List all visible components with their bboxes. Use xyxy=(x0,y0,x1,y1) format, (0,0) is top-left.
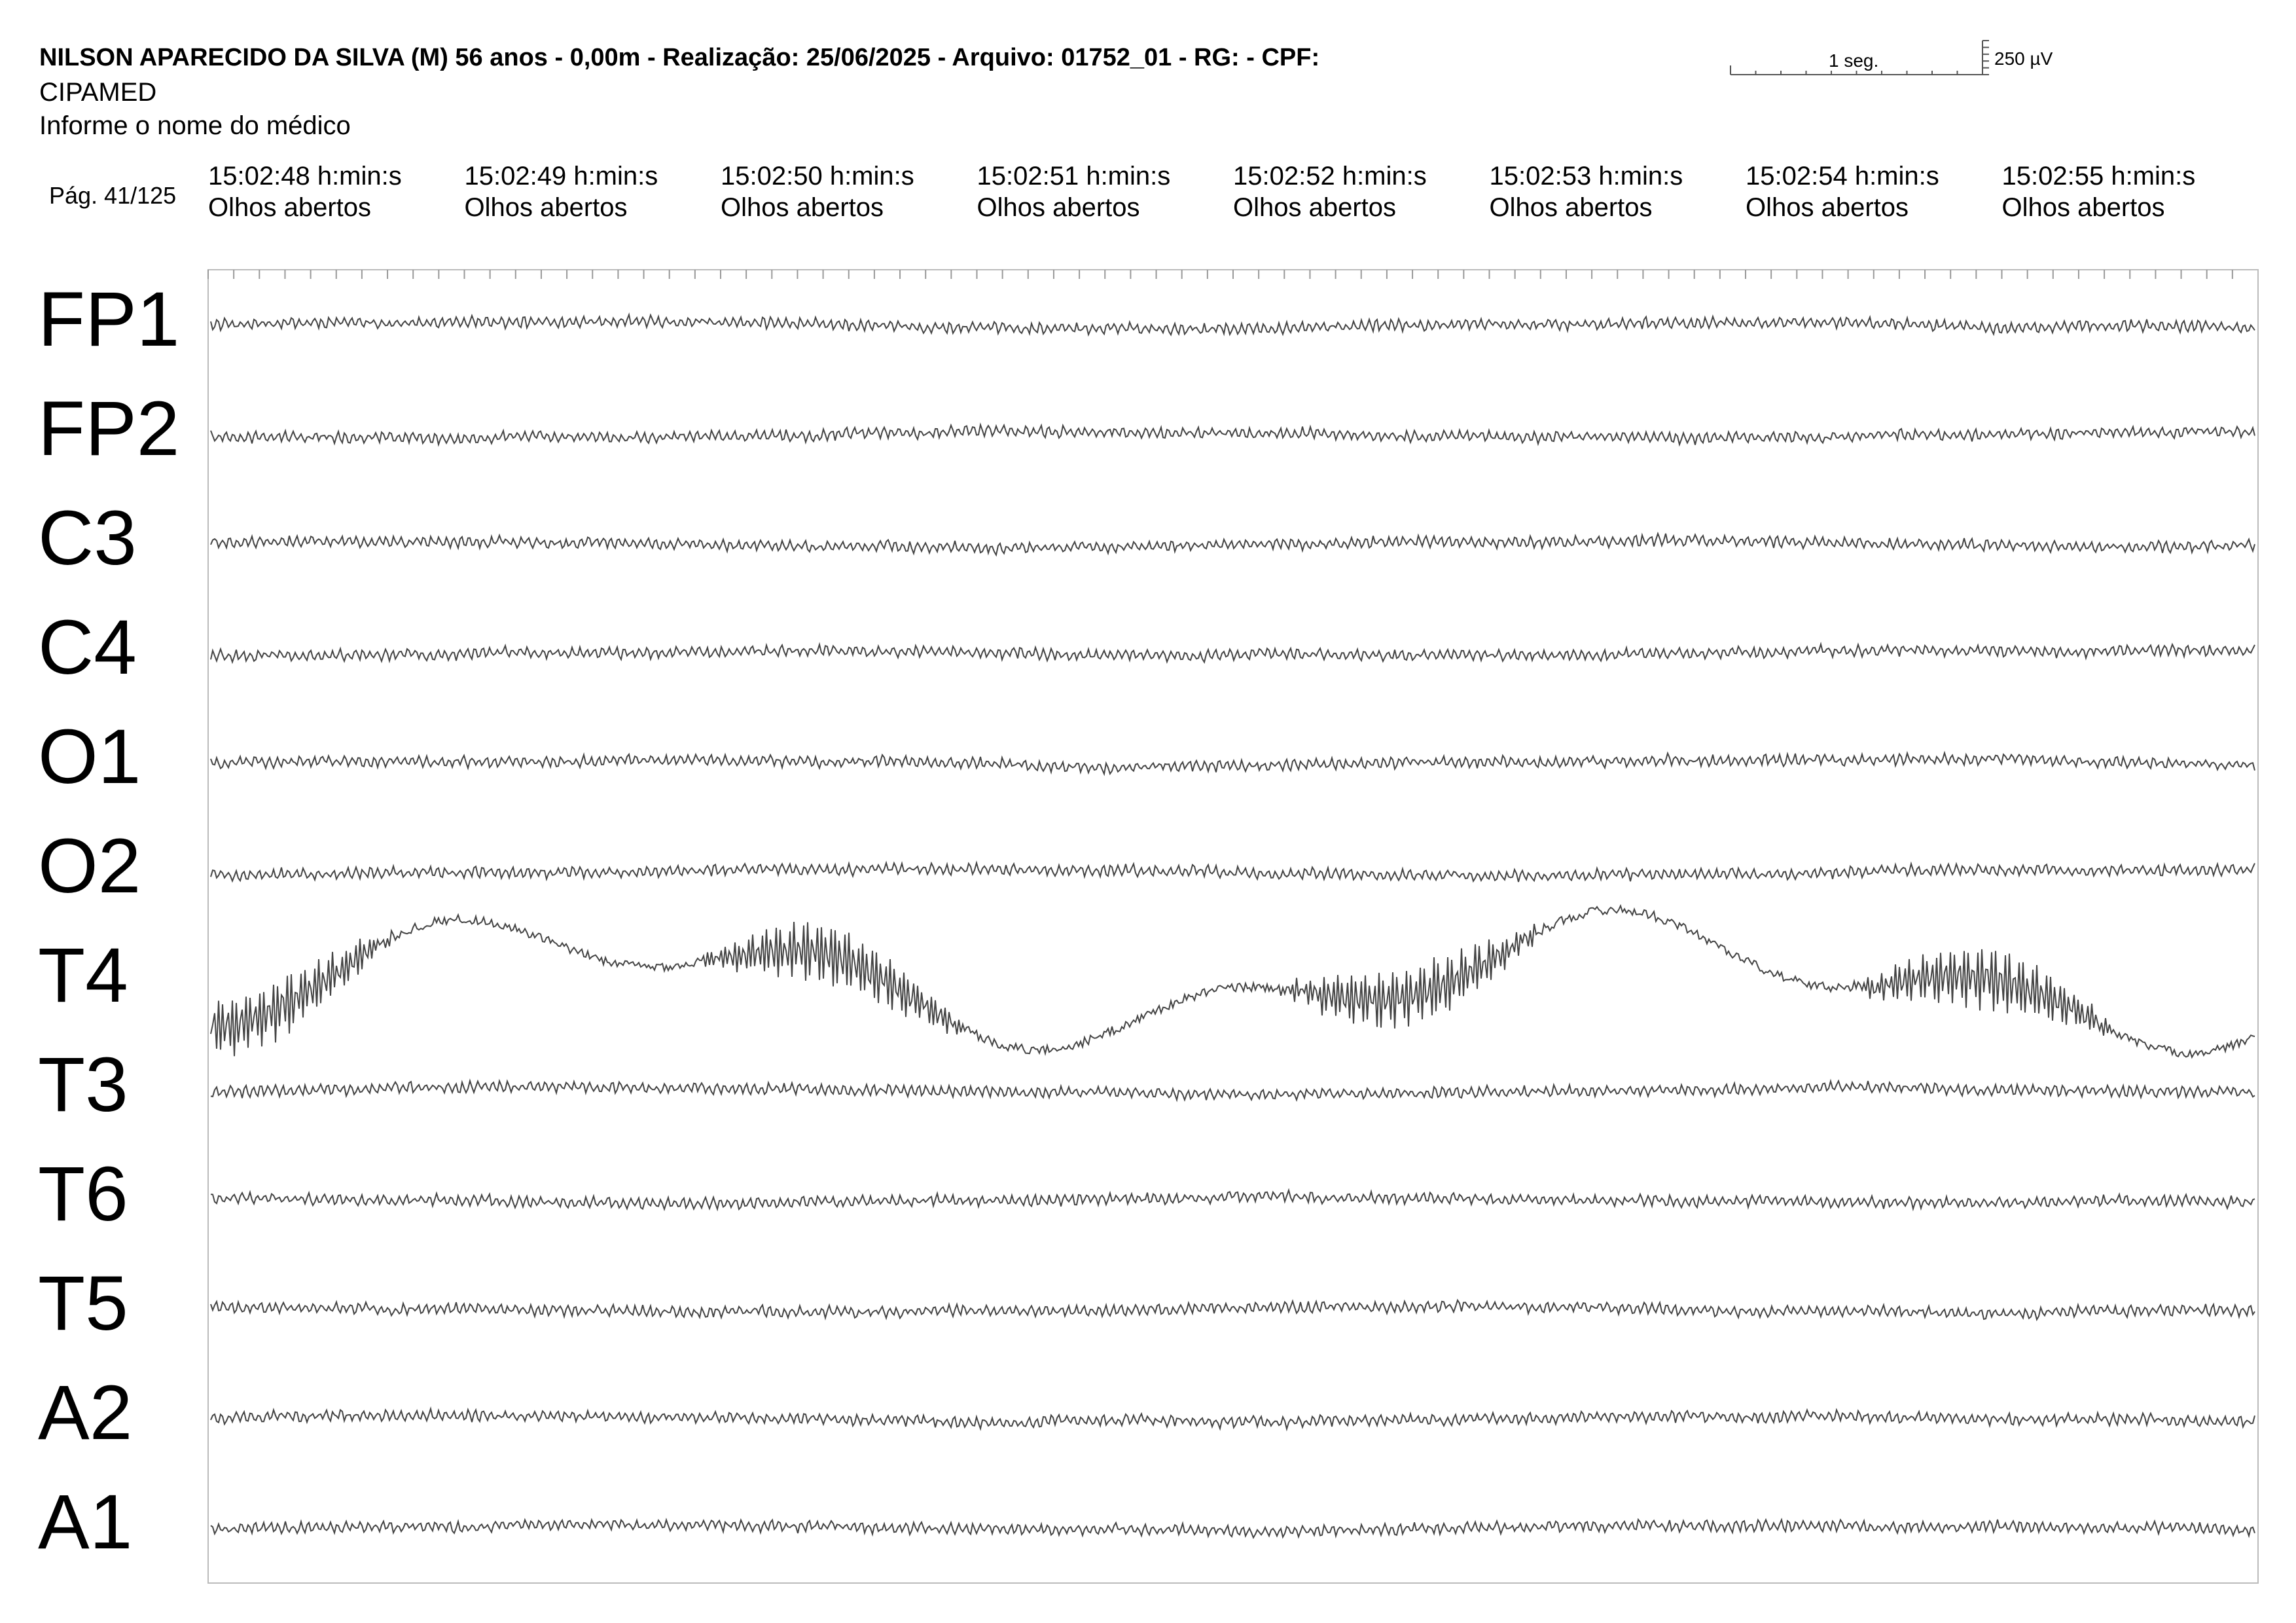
epoch-state: Olhos abertos xyxy=(2002,193,2165,222)
eeg-trace xyxy=(210,903,2255,1059)
channel-label: T3 xyxy=(38,1042,128,1128)
epoch-time: 15:02:50 h:min:s xyxy=(721,162,914,191)
channel-label: C3 xyxy=(38,495,137,581)
patient-header: NILSON APARECIDO DA SILVA (M) 56 anos - … xyxy=(39,44,1319,71)
scale-ticks xyxy=(207,40,2233,279)
channel-label: T6 xyxy=(38,1151,128,1237)
epoch-time: 15:02:52 h:min:s xyxy=(1233,162,1427,191)
channel-label: A1 xyxy=(38,1479,132,1565)
channel-label: FP1 xyxy=(38,276,179,363)
epoch-time: 15:02:55 h:min:s xyxy=(2002,162,2196,191)
time-scale-label: 1 seg. xyxy=(1829,50,1878,71)
epoch-state: Olhos abertos xyxy=(1490,193,1653,222)
eeg-trace xyxy=(210,1298,2255,1322)
channel-label: O2 xyxy=(38,823,141,909)
eeg-trace xyxy=(210,422,2255,447)
epoch-time: 15:02:53 h:min:s xyxy=(1490,162,1683,191)
epoch-state: Olhos abertos xyxy=(721,193,884,222)
eeg-trace xyxy=(210,312,2255,337)
eeg-trace xyxy=(210,750,2255,776)
channel-label: A2 xyxy=(38,1370,132,1456)
eeg-trace xyxy=(210,531,2255,557)
epoch-time: 15:02:48 h:min:s xyxy=(208,162,402,191)
channel-label: FP2 xyxy=(38,386,179,472)
eeg-trace xyxy=(210,1406,2255,1432)
epoch-state: Olhos abertos xyxy=(977,193,1140,222)
epoch-state: Olhos abertos xyxy=(1233,193,1396,222)
eeg-trace xyxy=(210,860,2255,883)
channel-label: C4 xyxy=(38,604,137,691)
eeg-trace xyxy=(210,1078,2255,1103)
page-number: Pág. 41/125 xyxy=(49,182,176,209)
eeg-trace xyxy=(210,642,2255,665)
channel-label: O1 xyxy=(38,714,141,800)
amplitude-scale-label: 250 µV xyxy=(1994,48,2053,69)
epoch-state: Olhos abertos xyxy=(1746,193,1909,222)
epoch-state: Olhos abertos xyxy=(465,193,628,222)
channels: FP1 FP2 C3 C4 O1 O2 T4 T3 T6 T5 A2 A1 xyxy=(38,276,2255,1565)
eeg-trace xyxy=(210,1518,2255,1539)
epoch-time: 15:02:49 h:min:s xyxy=(465,162,658,191)
epoch-time: 15:02:51 h:min:s xyxy=(977,162,1171,191)
epoch-time: 15:02:54 h:min:s xyxy=(1746,162,1939,191)
clinic-name: CIPAMED xyxy=(39,78,156,107)
epoch-state: Olhos abertos xyxy=(208,193,371,222)
channel-label: T5 xyxy=(38,1260,128,1347)
eeg-trace xyxy=(210,1188,2255,1212)
channel-label: T4 xyxy=(38,932,128,1019)
doctor-name: Informe o nome do médico xyxy=(39,111,351,140)
